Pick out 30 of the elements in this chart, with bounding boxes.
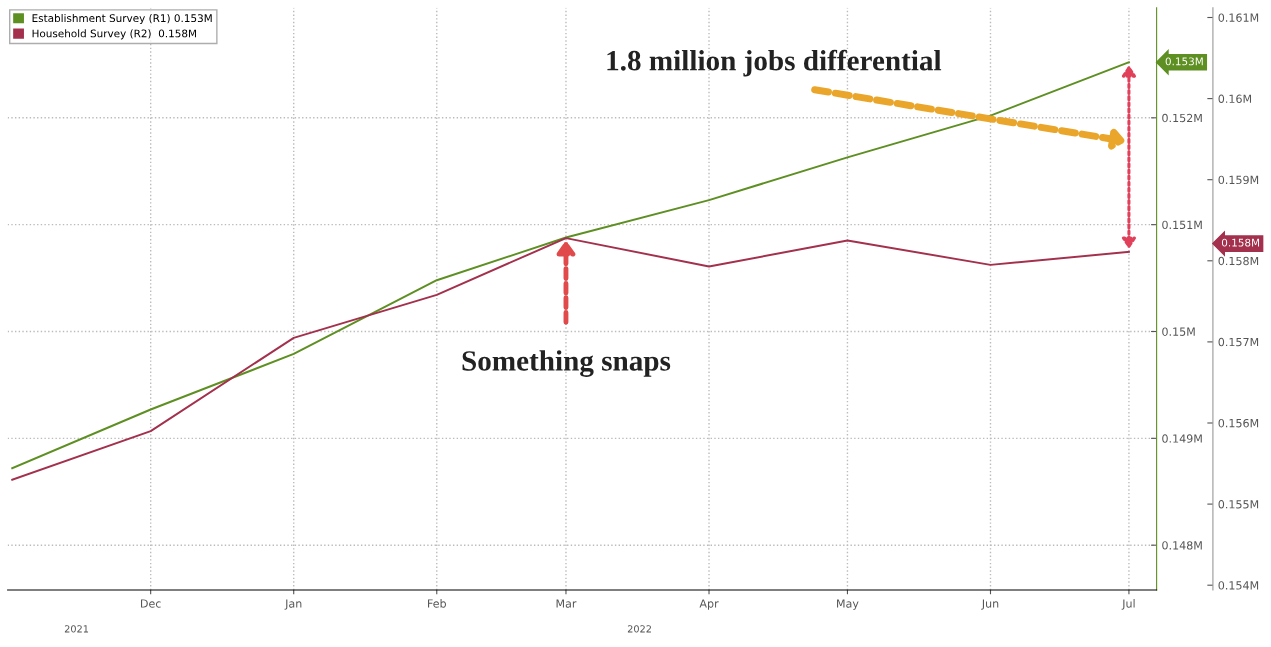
y2-tick-label: 0.154M [1218, 581, 1259, 590]
y2-tick-label: 0.16M [1218, 94, 1252, 103]
x-tick-label: Apr [699, 599, 719, 610]
line-series [11, 237, 1130, 481]
y2-tick-label: 0.158M [1218, 256, 1259, 266]
x-tick-label: Jul [1121, 599, 1135, 610]
text: 0.153M [1165, 57, 1203, 66]
text: 2022 [627, 625, 651, 633]
y-tick-label: 0.151M [1162, 220, 1202, 230]
x-tick-label: Dec [141, 599, 161, 608]
text: 2021 [64, 625, 89, 633]
x-tick-label: Jan [284, 599, 302, 610]
y-tick-label: 0.149M [1162, 434, 1202, 443]
y-tick-label: 0.152M [1162, 113, 1202, 123]
x-tick-label: May [837, 599, 859, 610]
y2-tick-label: 0.156M [1218, 418, 1259, 428]
legend-label: Household Survey (R2) 0.158M [32, 29, 196, 40]
legend-label: Establishment Survey (R1) 0.153M [32, 14, 212, 25]
annotation: Something snaps [462, 350, 671, 377]
annotation: 1.8 million jobs differential [607, 49, 942, 77]
y-tick-label: 0.148M [1162, 541, 1202, 550]
x-tick-label: Jun [981, 599, 999, 610]
x-tick-label: Feb [428, 599, 446, 608]
y2-tick-label: 0.157M [1218, 337, 1259, 347]
x-tick-label: Mar [556, 599, 577, 608]
y2-tick-label: 0.159M [1218, 175, 1259, 185]
y2-tick-label: 0.155M [1218, 500, 1259, 509]
y-tick-label: 0.15M [1162, 327, 1195, 336]
y2-tick-label: 0.161M [1218, 13, 1259, 22]
text: 0.158M [1221, 238, 1260, 247]
